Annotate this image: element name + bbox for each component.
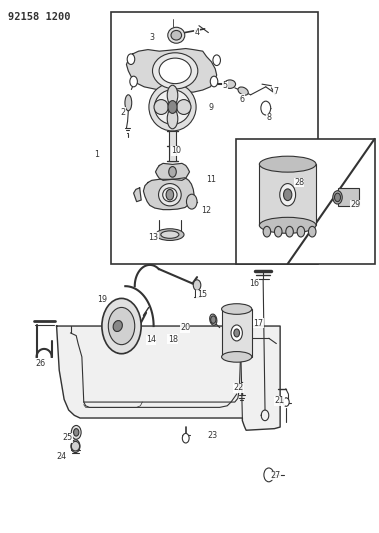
Text: 11: 11	[207, 175, 216, 184]
Circle shape	[74, 429, 79, 436]
Circle shape	[182, 433, 189, 443]
Ellipse shape	[280, 183, 296, 206]
Circle shape	[335, 193, 341, 201]
Circle shape	[166, 189, 174, 200]
Circle shape	[193, 280, 201, 290]
Text: 21: 21	[274, 397, 284, 406]
Text: 14: 14	[146, 335, 156, 344]
Circle shape	[211, 316, 216, 324]
Text: 29: 29	[351, 200, 361, 209]
Text: 25: 25	[63, 433, 73, 442]
Polygon shape	[155, 164, 190, 180]
Ellipse shape	[224, 80, 236, 88]
Circle shape	[286, 227, 293, 237]
Ellipse shape	[283, 189, 292, 200]
Ellipse shape	[259, 217, 316, 233]
Text: 6: 6	[240, 94, 245, 103]
Circle shape	[127, 54, 135, 64]
Circle shape	[210, 76, 218, 87]
Ellipse shape	[177, 100, 191, 115]
Text: 3: 3	[149, 34, 154, 43]
Ellipse shape	[210, 314, 217, 325]
Text: 20: 20	[180, 323, 190, 332]
Text: 4: 4	[194, 28, 200, 37]
Circle shape	[261, 101, 271, 115]
Bar	[338, 188, 359, 206]
Bar	[259, 164, 316, 225]
Ellipse shape	[231, 325, 242, 341]
Text: 18: 18	[168, 335, 178, 344]
Text: 19: 19	[97, 295, 107, 304]
Ellipse shape	[156, 229, 184, 240]
Ellipse shape	[167, 85, 178, 106]
Text: 92158 1200: 92158 1200	[8, 12, 71, 22]
Ellipse shape	[259, 156, 316, 172]
Circle shape	[168, 101, 177, 114]
Circle shape	[283, 398, 289, 406]
Polygon shape	[134, 188, 141, 201]
Ellipse shape	[167, 109, 178, 129]
Text: 9: 9	[209, 102, 214, 111]
Circle shape	[309, 227, 316, 237]
Text: 26: 26	[35, 359, 45, 368]
Text: 27: 27	[271, 471, 281, 480]
Ellipse shape	[222, 352, 252, 362]
Text: 17: 17	[254, 319, 264, 328]
Circle shape	[263, 227, 271, 237]
Ellipse shape	[238, 87, 248, 95]
Ellipse shape	[152, 53, 198, 89]
Circle shape	[130, 76, 138, 87]
Text: 7: 7	[274, 86, 279, 95]
Ellipse shape	[125, 95, 132, 111]
Ellipse shape	[234, 329, 240, 337]
Ellipse shape	[159, 58, 191, 84]
Ellipse shape	[171, 30, 182, 40]
Ellipse shape	[168, 27, 185, 43]
Text: 8: 8	[266, 113, 271, 122]
Polygon shape	[127, 49, 217, 93]
Text: 16: 16	[249, 279, 259, 288]
Ellipse shape	[149, 83, 196, 131]
Text: 22: 22	[233, 383, 244, 392]
Ellipse shape	[158, 183, 181, 206]
Text: 23: 23	[207, 431, 217, 440]
Ellipse shape	[113, 320, 122, 332]
Text: 13: 13	[149, 233, 159, 242]
Circle shape	[297, 227, 305, 237]
Polygon shape	[143, 177, 194, 209]
Polygon shape	[56, 326, 280, 430]
Bar	[169, 131, 175, 161]
Bar	[236, 139, 374, 264]
Ellipse shape	[163, 188, 177, 201]
Text: 12: 12	[201, 206, 211, 215]
Circle shape	[102, 298, 141, 354]
Text: 28: 28	[294, 178, 304, 187]
Ellipse shape	[155, 90, 190, 124]
Text: 2: 2	[121, 108, 126, 117]
Circle shape	[71, 440, 80, 453]
Text: 15: 15	[197, 290, 207, 299]
Text: 5: 5	[223, 81, 228, 90]
Text: 1: 1	[94, 150, 99, 159]
Text: 24: 24	[57, 452, 67, 461]
Circle shape	[186, 194, 197, 209]
Text: o: o	[269, 472, 273, 478]
Circle shape	[71, 425, 81, 439]
Ellipse shape	[161, 231, 179, 238]
Bar	[111, 12, 318, 264]
Circle shape	[108, 308, 135, 345]
Ellipse shape	[154, 100, 168, 115]
Circle shape	[264, 468, 274, 482]
Text: 10: 10	[171, 146, 181, 155]
Circle shape	[274, 227, 282, 237]
Ellipse shape	[222, 304, 252, 314]
Circle shape	[169, 166, 176, 177]
Ellipse shape	[333, 191, 342, 204]
Circle shape	[213, 55, 221, 66]
Bar	[222, 309, 252, 357]
